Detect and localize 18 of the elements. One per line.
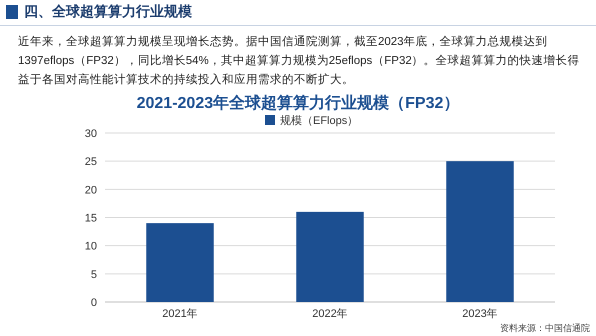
y-tick-label: 25 xyxy=(84,156,97,168)
y-tick-label: 30 xyxy=(84,128,97,140)
bar xyxy=(146,223,214,302)
bar xyxy=(296,212,364,302)
legend-label: 规模（EFlops） xyxy=(280,115,358,127)
y-tick-label: 10 xyxy=(84,240,97,253)
bar xyxy=(446,161,514,302)
x-tick-label: 2023年 xyxy=(462,308,498,320)
y-tick-label: 15 xyxy=(84,212,97,224)
y-tick-label: 20 xyxy=(84,184,97,196)
text: 资料来源：中国信通院 xyxy=(500,323,590,333)
text: 四、全球超算算力行业规模 xyxy=(24,3,192,21)
x-tick-label: 2022年 xyxy=(312,308,348,320)
y-tick-label: 0 xyxy=(90,297,97,309)
y-tick-label: 5 xyxy=(90,268,97,281)
x-tick-label: 2021年 xyxy=(162,308,198,320)
chart-title: 2021-2023年全球超算算力行业规模（FP32） xyxy=(136,94,460,112)
chart-subtitle: 近年来，全球超算算力规模呈现增长态势。据中国信通院测算，截至2023年底，全球算力总规模达到1397eflops（FP32），同比增长54%，其中超算算力规模为25eflops（FP32）。全球超算算力的快速增长得益于各国对高性能计算技术的持续投入和应用需求的不断扩大。 xyxy=(18,34,581,88)
